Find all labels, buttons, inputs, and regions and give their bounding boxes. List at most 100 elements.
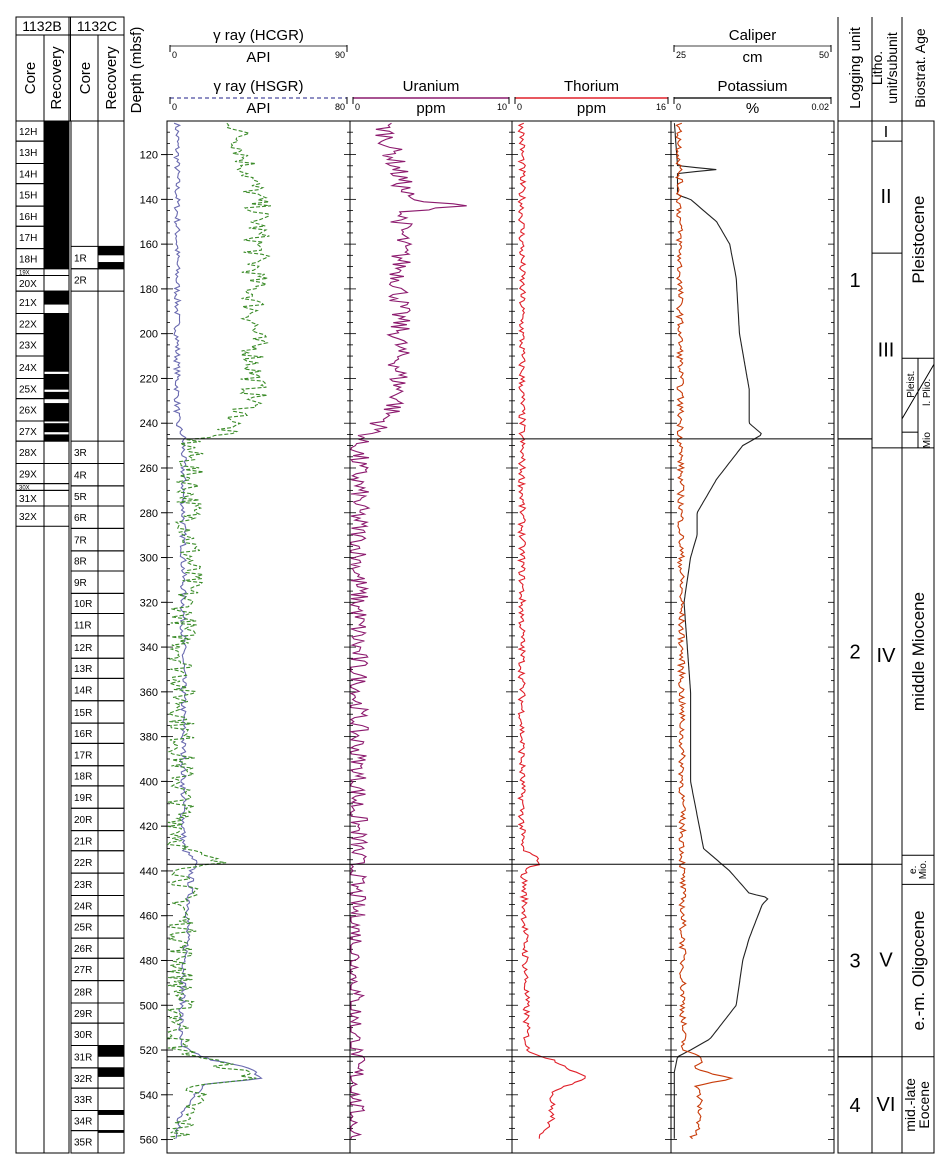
track-top-unit: API [246, 49, 270, 66]
units-frame [837, 120, 935, 1154]
biostrat-age: e.-m. Oligocene [909, 911, 928, 1031]
hole-b-recovery-heading: Recovery [48, 46, 65, 110]
recovered-interval [98, 1045, 124, 1057]
core-name: 31R [74, 1053, 92, 1064]
core-name: 32X [19, 512, 37, 523]
track-bottom-max: 80 [335, 102, 345, 112]
track-frame [511, 120, 672, 1154]
litho-unit-name: V [879, 949, 893, 971]
core-name: 18R [74, 772, 92, 783]
core-name: 5R [74, 492, 87, 503]
recovered-interval [44, 423, 69, 433]
track-bottom-max: 0.02 [811, 102, 829, 112]
core-name: 19R [74, 793, 92, 804]
depth-tick-label: 160 [140, 239, 158, 251]
core-name: 3R [74, 448, 87, 459]
depth-tick-label: 480 [140, 955, 158, 967]
mio-box-label: Mio [922, 432, 933, 449]
log-tracks [166, 120, 835, 1154]
track-frame [166, 120, 351, 1154]
core-name: 31X [19, 494, 37, 505]
track-bottom-label: Potassium [717, 78, 787, 95]
depth-tick-label: 120 [140, 150, 158, 162]
series-curve [172, 122, 263, 1139]
recovered-interval [44, 291, 69, 305]
recovered-interval [98, 1110, 124, 1115]
recovered-interval [44, 333, 69, 357]
core-name: 12R [74, 643, 92, 654]
core-name: 33R [74, 1095, 92, 1106]
logging-unit-number: 1 [849, 270, 860, 292]
track-top-label: Caliper [729, 27, 777, 44]
depth-axis-label: Depth (mbsf) [128, 27, 145, 114]
depth-tick-label: 500 [140, 1000, 158, 1012]
core-name: 17R [74, 750, 92, 761]
header-labels: Core Recovery Core Recovery Depth (mbsf) γ ra… [22, 26, 928, 117]
core-name: 20X [19, 279, 37, 290]
logging-unit-number: 4 [849, 1095, 860, 1117]
track-frame [349, 120, 513, 1154]
core-name: 27R [74, 965, 92, 976]
core-name: 34R [74, 1116, 92, 1127]
track-bottom-unit: ppm [416, 100, 445, 117]
core-name: 16R [74, 729, 92, 740]
core-name: 12H [19, 127, 37, 138]
logging-unit-number: 2 [849, 642, 860, 664]
core-name: 32R [74, 1074, 92, 1085]
core-name: 4R [74, 471, 87, 482]
biostrat-age-line: e. [908, 866, 919, 874]
depth-tick-label: 460 [140, 911, 158, 923]
track-top-max: 50 [819, 50, 829, 60]
depth-tick-label: 400 [140, 776, 158, 788]
recovered-interval [44, 373, 69, 379]
recovered-interval [98, 1130, 124, 1133]
recovered-interval [44, 206, 69, 227]
track-bottom-max: 10 [497, 102, 507, 112]
core-name: 13R [74, 664, 92, 675]
recovered-interval [44, 378, 69, 390]
core-name: 21R [74, 837, 92, 848]
hole-c-core-heading: Core [77, 62, 94, 95]
core-name: 29R [74, 1009, 92, 1020]
depth-axis: 120 140 160 180 200 220 240 260 280 300 320 340 360 3… [140, 121, 168, 1153]
recovered-interval [44, 313, 69, 334]
core-name: 6R [74, 513, 87, 524]
track-bottom-unit: ppm [577, 100, 606, 117]
recovered-interval [44, 391, 69, 399]
series-curve [673, 123, 769, 1139]
core-name: 21X [19, 298, 37, 309]
track-top-max: 90 [335, 50, 345, 60]
core-name: 1R [74, 253, 87, 264]
hole-c-recovery-column [97, 120, 125, 1154]
core-name: 28R [74, 988, 92, 999]
track-bottom-label: Uranium [403, 78, 460, 95]
core-name: 19X [19, 270, 30, 276]
depth-tick-label: 440 [140, 866, 158, 878]
biostrat-age: Pleistocene [909, 196, 928, 284]
depth-tick-label: 420 [140, 821, 158, 833]
core-name: 24X [19, 363, 37, 374]
core-name: 22R [74, 858, 92, 869]
litho-unit-name: IV [877, 645, 897, 667]
recovered-interval [98, 262, 124, 269]
hole-c-recovery-heading: Recovery [103, 46, 120, 110]
series-curve [348, 122, 467, 1139]
track-top-min: 25 [676, 50, 686, 60]
depth-tick-label: 180 [140, 284, 158, 296]
core-name: 25X [19, 384, 37, 395]
core-name: 18H [19, 254, 37, 265]
recovered-interval [44, 226, 69, 249]
core-name: 25R [74, 923, 92, 934]
recovered-interval [44, 434, 69, 442]
logging-unit-heading: Logging unit [847, 26, 864, 109]
recovered-interval [44, 403, 69, 421]
core-name: 26R [74, 944, 92, 955]
core-name: 22X [19, 319, 37, 330]
plio-box-label: l. Plio. [922, 379, 933, 406]
core-name: 8R [74, 557, 87, 568]
recovered-interval [44, 121, 69, 142]
depth-tick-label: 340 [140, 642, 158, 654]
recovered-interval [44, 248, 69, 269]
pleist-box-label: Pleist. [906, 371, 917, 398]
